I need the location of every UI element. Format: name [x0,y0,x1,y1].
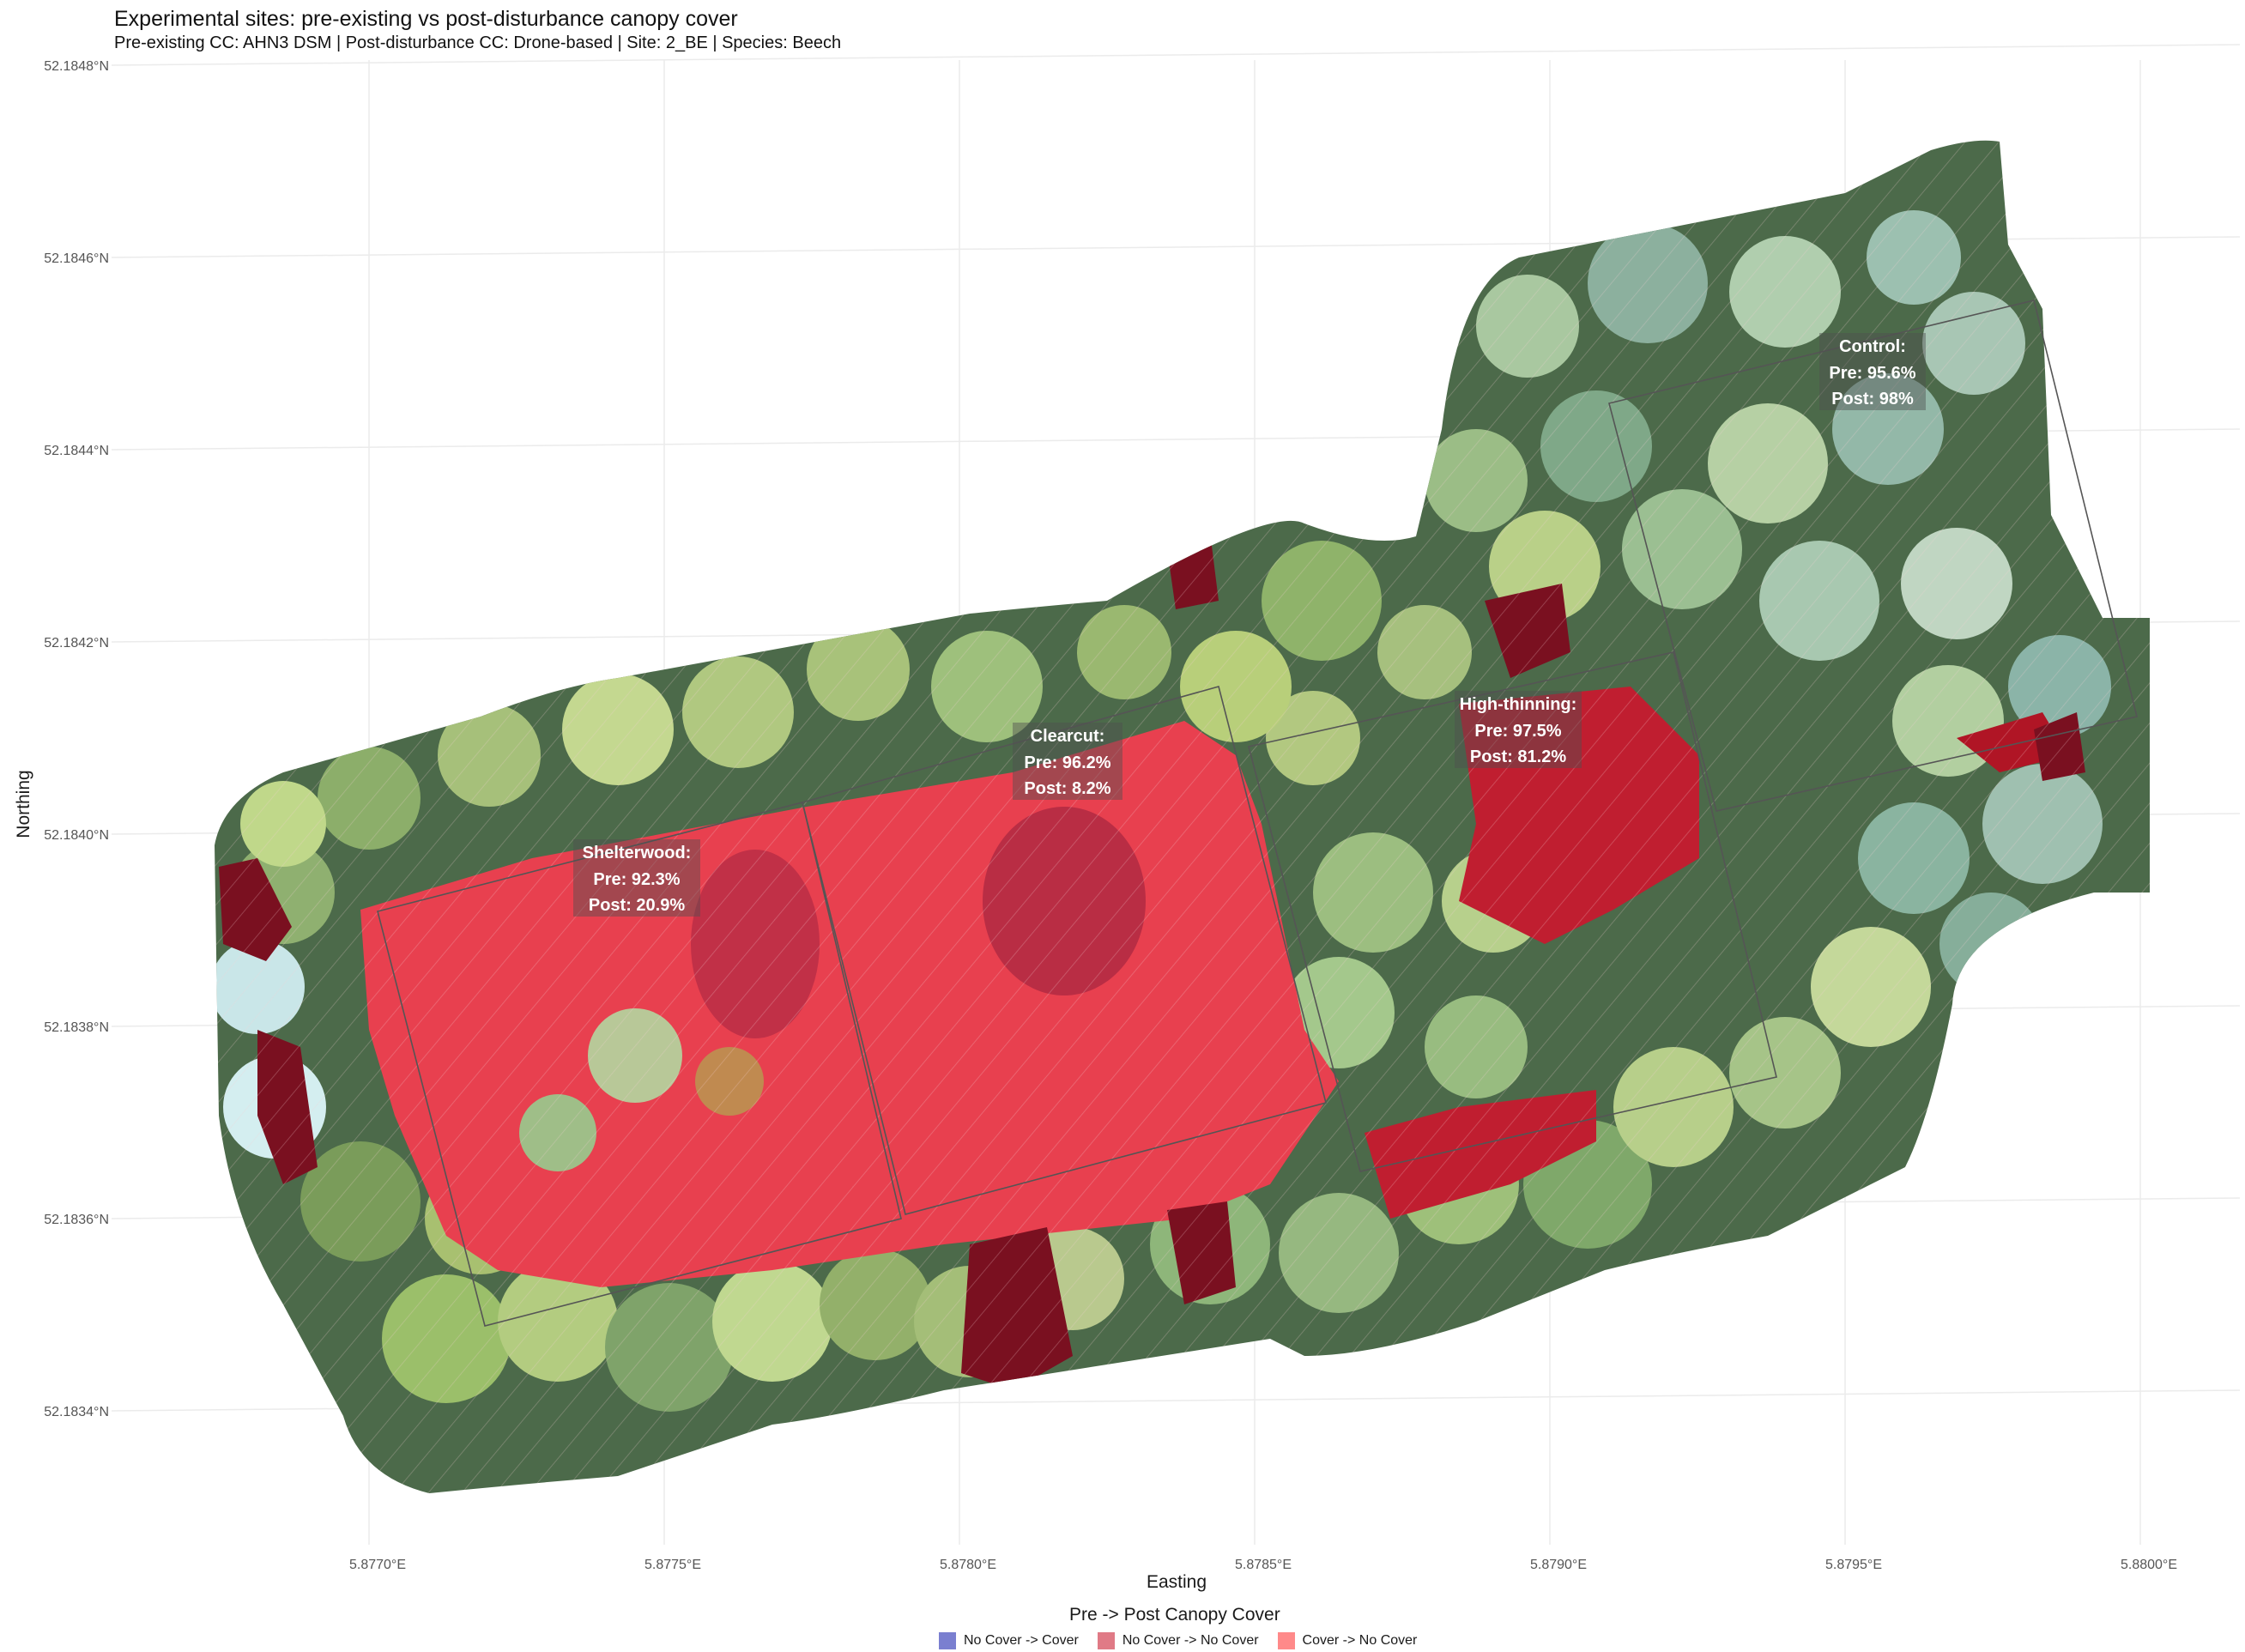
x-axis-ticks: 5.8770°E 5.8775°E 5.8780°E 5.8785°E 5.87… [349,1558,2177,1572]
site-label-control: Control: Pre: 95.6% Post: 98% [1819,333,1926,410]
y-tick: 52.1834°N [44,1405,109,1419]
x-tick: 5.8775°E [644,1558,701,1572]
x-tick: 5.8795°E [1825,1558,1882,1572]
y-axis-ticks: 52.1848°N 52.1846°N 52.1844°N 52.1842°N … [44,59,109,1419]
site-post: Post: 81.2% [1470,747,1566,766]
legend-label: Cover -> No Cover [1302,1633,1418,1648]
high-thinning-boundary [1248,651,1777,1172]
legend-item-cover-to-no-cover: Cover -> No Cover [1277,1632,1418,1649]
site-label-clearcut: Clearcut: Pre: 96.2% Post: 8.2% [1013,723,1122,800]
y-tick: 52.1846°N [44,251,109,266]
clearcut-boundary [802,686,1327,1215]
legend: No Cover -> Cover No Cover -> No Cover C… [939,1632,1417,1649]
shelterwood-boundary [377,802,902,1327]
legend-title: Pre -> Post Canopy Cover [1069,1605,1280,1625]
y-tick: 52.1840°N [44,828,109,843]
control-boundary [1608,300,2138,812]
site-post: Post: 20.9% [589,896,685,915]
y-tick: 52.1836°N [44,1213,109,1227]
x-tick: 5.8780°E [940,1558,996,1572]
y-axis-label-wrap: Northing [7,0,41,1652]
legend-swatch [1277,1632,1295,1649]
site-post: Post: 98% [1831,390,1914,408]
y-tick: 52.1842°N [44,636,109,651]
y-tick: 52.1838°N [44,1020,109,1035]
x-tick: 5.8770°E [349,1558,406,1572]
plot-subtitle: Pre-existing CC: AHN3 DSM | Post-disturb… [114,33,842,52]
legend-label: No Cover -> Cover [964,1633,1079,1648]
site-name: Clearcut: [1031,727,1105,746]
y-tick: 52.1848°N [44,59,109,74]
legend-item-no-cover-to-no-cover: No Cover -> No Cover [1097,1632,1259,1649]
legend-swatch [1097,1632,1115,1649]
site-label-high-thinning: High-thinning: Pre: 97.5% Post: 81.2% [1455,691,1582,768]
legend-item-no-cover-to-cover: No Cover -> Cover [939,1632,1079,1649]
site-pre: Pre: 97.5% [1474,722,1561,741]
site-pre: Pre: 92.3% [593,870,680,889]
x-tick: 5.8790°E [1530,1558,1587,1572]
site-pre: Pre: 95.6% [1829,364,1915,383]
x-axis-label: Easting [1147,1572,1207,1592]
plot-title: Experimental sites: pre-existing vs post… [114,7,738,31]
y-tick: 52.1844°N [44,444,109,458]
site-name: Shelterwood: [583,844,692,862]
site-name: Control: [1839,337,1906,356]
site-name: High-thinning: [1460,695,1577,714]
x-tick: 5.8800°E [2121,1558,2177,1572]
y-axis-label: Northing [14,770,33,838]
legend-swatch [939,1632,956,1649]
legend-label: No Cover -> No Cover [1122,1633,1259,1648]
site-label-shelterwood: Shelterwood: Pre: 92.3% Post: 20.9% [573,839,700,917]
site-pre: Pre: 96.2% [1024,753,1110,772]
plot-boundaries [377,300,2138,1327]
x-tick: 5.8785°E [1235,1558,1292,1572]
site-post: Post: 8.2% [1024,779,1110,798]
